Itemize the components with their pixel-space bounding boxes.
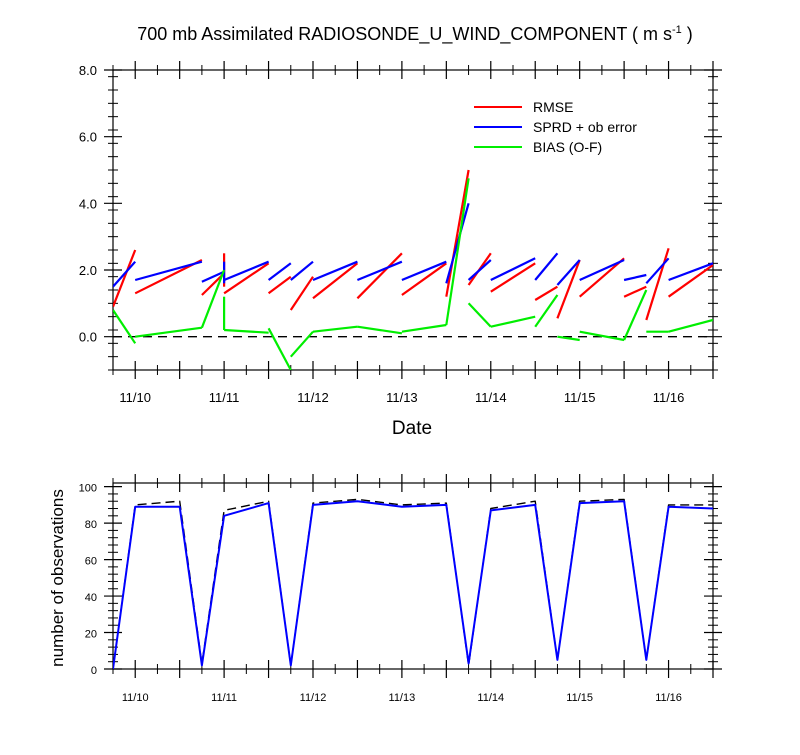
- y-tick-label: 4.0: [79, 196, 97, 211]
- series-segment-bias: [623, 289, 648, 341]
- series-segment-sprd: [290, 260, 314, 281]
- series-segment-bias: [557, 335, 580, 342]
- y-tick-label: 60: [85, 556, 97, 568]
- series-segment-sprd: [134, 260, 203, 282]
- x-tick-label: 11/10: [119, 390, 151, 405]
- y-tick-label: 2.0: [79, 263, 97, 278]
- series-segment-rmse: [401, 262, 447, 296]
- series-segment-sprd: [490, 257, 536, 281]
- series-segment-rmse: [356, 252, 403, 300]
- series-segment-rmse: [312, 262, 359, 300]
- series-segment-sprd: [201, 270, 225, 283]
- y-tick-label: 0: [91, 665, 97, 677]
- y-tick-label: 6.0: [79, 130, 97, 145]
- series-segment-bias: [135, 326, 203, 338]
- series-segment-sprd: [401, 260, 447, 282]
- series-segment-rmse: [534, 285, 558, 301]
- series-segment-sprd: [356, 260, 403, 282]
- y-tick-label: 20: [85, 629, 97, 641]
- series-segment-sprd: [445, 203, 470, 284]
- series-segment-sprd: [579, 258, 625, 282]
- series-segment-bias: [668, 318, 713, 333]
- y-tick-label: 80: [85, 519, 97, 531]
- series-segment-bias: [579, 330, 625, 342]
- series-segment-rmse: [556, 259, 581, 319]
- x-tick-label: 11/13: [386, 390, 418, 405]
- series-segment-bias: [312, 325, 358, 333]
- plot-area: [113, 169, 713, 370]
- series-segment-bias: [467, 302, 492, 328]
- series-segment-sprd: [113, 260, 137, 288]
- y-tick-label: 8.0: [79, 63, 97, 78]
- x-tick-label: 11/11: [211, 692, 237, 704]
- y-axis-label: number of observations: [48, 489, 67, 667]
- series-segment-sprd: [645, 257, 670, 285]
- series-segment-bias: [357, 325, 403, 335]
- series-segment-rmse: [623, 285, 647, 298]
- chart-title: 700 mb Assimilated RADIOSONDE_U_WIND_COM…: [137, 24, 693, 45]
- x-tick-label: 11/13: [389, 692, 416, 704]
- observations-line: [113, 500, 713, 669]
- series-segment-sprd: [267, 262, 292, 281]
- series-segment-bias: [267, 327, 292, 370]
- plot-area: [113, 498, 713, 669]
- x-tick-label: 11/16: [653, 390, 685, 405]
- x-tick-label: 11/12: [297, 390, 329, 405]
- x-tick-label: 11/14: [477, 692, 504, 704]
- series-segment-rmse: [289, 276, 314, 311]
- series-segment-rmse: [113, 249, 137, 308]
- x-tick-label: 11/15: [566, 692, 593, 704]
- legend-label: SPRD + ob error: [533, 119, 637, 135]
- series-segment-sprd: [534, 252, 559, 281]
- series-segment-rmse: [578, 257, 625, 298]
- series-segment-rmse: [645, 247, 670, 321]
- series-segment-rmse: [223, 262, 270, 295]
- bottom-panel: 11/10 11/11 11/12 11/13 11/14 11/15 11/16 0 20 40…: [79, 474, 722, 704]
- series-segment-bias: [289, 330, 314, 358]
- series-segment-bias: [200, 269, 226, 329]
- series-segment-bias: [401, 323, 447, 333]
- observations-dashed-line: [113, 498, 713, 669]
- legend-label: BIAS (O-F): [533, 139, 602, 155]
- x-tick-label: 11/15: [564, 390, 596, 405]
- top-panel: 11/10 11/11 11/12 11/13 11/14 11/15 11/16 0.0 2.…: [79, 61, 722, 405]
- series-segment-sprd: [623, 273, 647, 282]
- series-segment-sprd: [668, 262, 713, 282]
- x-tick-label: 11/10: [122, 692, 149, 704]
- plot-frame: [112, 69, 714, 371]
- x-tick-label: 11/12: [300, 692, 327, 704]
- x-tick-label: 11/16: [655, 692, 682, 704]
- series-segment-rmse: [490, 262, 536, 293]
- series-segment-bias: [445, 178, 470, 326]
- series-segment-sprd: [556, 259, 581, 286]
- legend-label: RMSE: [533, 99, 573, 115]
- y-tick-label: 100: [79, 483, 97, 495]
- y-tick-label: 40: [85, 592, 97, 604]
- x-tick-label: 11/14: [475, 390, 507, 405]
- x-axis-label: Date: [392, 418, 432, 439]
- series-segment-sprd: [223, 260, 270, 282]
- series-segment-rmse: [267, 275, 292, 295]
- legend: RMSE SPRD + ob error BIAS (O-F): [474, 99, 637, 155]
- series-segment-bias: [113, 309, 137, 344]
- series-segment-bias: [224, 328, 269, 334]
- series-segment-bias: [534, 294, 559, 328]
- series-segment-rmse: [445, 169, 470, 297]
- x-tick-label: 11/11: [209, 390, 240, 405]
- series-segment-bias: [490, 315, 536, 328]
- plot-frame: [112, 482, 714, 670]
- series-segment-sprd: [312, 260, 358, 282]
- y-tick-label: 0.0: [79, 330, 97, 345]
- series-segment-sprd: [467, 259, 492, 281]
- series-segment-rmse: [667, 264, 713, 298]
